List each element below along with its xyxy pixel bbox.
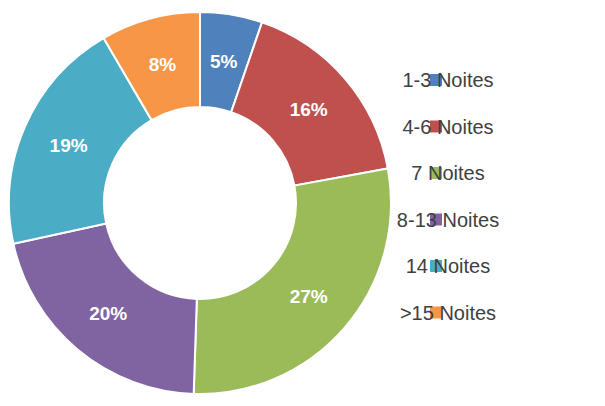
svg-text:1-3 Noites: 1-3 Noites	[402, 69, 493, 91]
svg-text:20%: 20%	[89, 303, 127, 324]
svg-text:5%: 5%	[210, 51, 238, 72]
svg-text:16%: 16%	[290, 99, 328, 120]
svg-text:19%: 19%	[50, 135, 88, 156]
svg-text:14 Noites: 14 Noites	[406, 255, 491, 277]
svg-text:8-13 Noites: 8-13 Noites	[397, 209, 499, 231]
svg-text:4-6 Noites: 4-6 Noites	[402, 116, 493, 138]
svg-text:>15 Noites: >15 Noites	[400, 302, 496, 324]
svg-text:8%: 8%	[149, 54, 177, 75]
svg-text:7 Noites: 7 Noites	[411, 162, 484, 184]
svg-text:27%: 27%	[290, 286, 328, 307]
